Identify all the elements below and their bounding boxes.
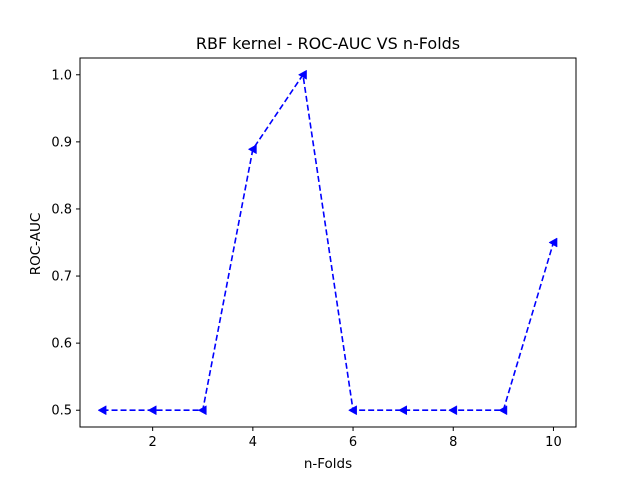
x-tick-label: 8 — [449, 435, 457, 450]
y-tick-label: 0.7 — [51, 270, 72, 285]
y-tick-label: 0.9 — [51, 135, 72, 150]
plot-area — [97, 69, 558, 416]
y-tick-label: 0.8 — [51, 202, 72, 217]
data-point-marker — [398, 405, 408, 416]
y-tick-label: 0.6 — [51, 337, 72, 352]
x-tick-label: 4 — [249, 435, 257, 450]
x-tick-label: 10 — [545, 435, 562, 450]
y-tick-label: 0.5 — [51, 404, 72, 419]
data-point-marker — [147, 405, 157, 416]
data-point-marker — [197, 405, 207, 416]
data-point-marker — [297, 69, 307, 80]
data-point-marker — [247, 144, 257, 155]
x-axis-label: n-Folds — [304, 456, 352, 472]
y-axis-label: ROC-AUC — [28, 213, 44, 276]
chart-title: RBF kernel - ROC-AUC VS n-Folds — [196, 34, 460, 53]
x-tick-label: 2 — [149, 435, 157, 450]
x-tick-label: 6 — [349, 435, 357, 450]
data-point-marker — [97, 405, 107, 416]
data-point-marker — [548, 237, 558, 248]
y-tick-label: 1.0 — [51, 68, 72, 83]
data-point-marker — [348, 405, 357, 416]
axis-ticks: 2 4 6 8 10 0.5 0.6 0.7 0.8 0.9 1.0 — [51, 68, 561, 450]
data-point-marker — [498, 405, 508, 416]
data-point-marker — [448, 405, 458, 416]
series-line — [102, 72, 555, 412]
plot-frame — [79, 57, 577, 428]
